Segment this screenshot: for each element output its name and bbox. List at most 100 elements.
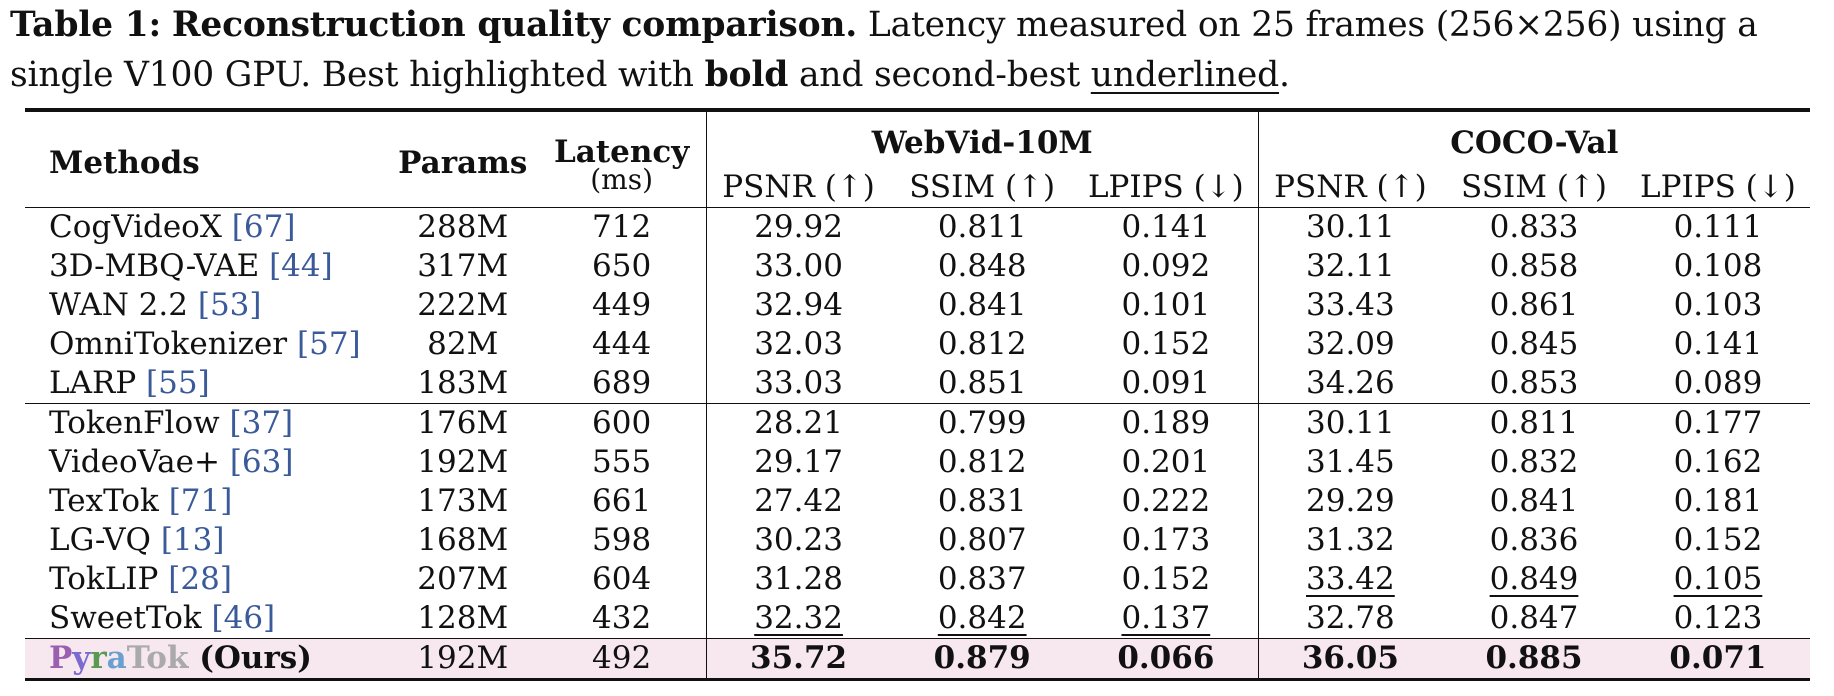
w-ssim-cell: 0.837 [937, 561, 1027, 597]
w-psnr-cell: 29.17 [705, 443, 891, 482]
caption-underlined-word: underlined [1090, 55, 1280, 95]
params-cell: 176M [388, 403, 538, 443]
c-ssim-cell: 0.811 [1442, 403, 1626, 443]
caption-text-2: and second-best [788, 55, 1091, 95]
second-best-value: 33.42 [1306, 561, 1395, 597]
c-psnr-cell: 33.42 [1257, 560, 1443, 599]
c-lpips-cell: 0.105 [1626, 560, 1810, 599]
header-w-ssim: SSIM (↑) [909, 169, 1056, 205]
header-w-psnr: PSNR (↑) [705, 168, 891, 208]
c-lpips-cell: 0.103 [1673, 287, 1763, 323]
method-cell: OmniTokenizer [57] [49, 326, 361, 362]
w-ssim-cell: 0.811 [937, 209, 1027, 245]
w-ssim-cell: 0.851 [937, 365, 1027, 401]
w-psnr-cell: 32.94 [705, 286, 891, 325]
latency-cell: 492 [537, 638, 707, 680]
c-ssim-cell: 0.836 [1489, 522, 1579, 558]
citation-link[interactable]: [46] [211, 600, 276, 636]
citation-link[interactable]: [67] [231, 209, 296, 245]
w-ssim-cell: 0.812 [937, 444, 1027, 480]
caption-text-3: . [1279, 55, 1290, 95]
logo-letter-r: r [90, 640, 107, 676]
w-psnr-cell: 31.28 [705, 560, 891, 599]
c-ssim-cell: 0.832 [1489, 444, 1579, 480]
method-cell: TokLIP [28] [49, 561, 232, 597]
method-cell: LG-VQ [13] [49, 522, 225, 558]
citation-link[interactable]: [44] [269, 248, 333, 284]
table-row: VideoVae+ [63] 192M 555 29.17 0.812 0.20… [25, 443, 1810, 482]
w-lpips-cell: 0.092 [1121, 248, 1211, 284]
c-lpips-cell: 0.111 [1673, 209, 1763, 245]
header-latency: Latency (ms) [537, 110, 706, 208]
second-best-value: 0.842 [937, 600, 1027, 636]
header-row-1: Methods Params Latency (ms) WebVid-10M C… [25, 110, 1810, 193]
table-row: OmniTokenizer [57] 82M 444 32.03 0.812 0… [25, 325, 1810, 364]
c-psnr-cell: 34.26 [1257, 364, 1443, 404]
table-row: CogVideoX [67] 288M 712 29.92 0.811 0.14… [25, 207, 1810, 247]
w-lpips-cell: 0.152 [1121, 561, 1211, 597]
latency-cell: 661 [592, 483, 652, 519]
latency-cell: 604 [592, 561, 652, 597]
header-group-coco: COCO-Val [1257, 110, 1810, 168]
c-ssim-cell: 0.833 [1489, 209, 1579, 245]
table-row: WAN 2.2 [53] 222M 449 32.94 0.841 0.101 … [25, 286, 1810, 325]
table-row-ours: PyraTok (Ours) 192M 492 35.72 0.879 0.06… [25, 638, 1810, 680]
second-best-value: 0.105 [1673, 561, 1763, 597]
w-lpips-cell: 0.091 [1121, 365, 1211, 401]
w-ssim-cell: 0.842 [890, 599, 1074, 639]
table-row: TexTok [71] 173M 661 27.42 0.831 0.222 2… [25, 482, 1810, 521]
c-psnr-cell: 30.11 [1257, 207, 1443, 247]
w-psnr-cell: 35.72 [705, 638, 891, 680]
w-lpips-cell: 0.066 [1074, 638, 1259, 680]
citation-link[interactable]: [55] [146, 365, 210, 401]
c-lpips-cell: 0.181 [1673, 483, 1763, 519]
second-best-value: 0.849 [1489, 561, 1579, 597]
citation-link[interactable]: [63] [229, 444, 294, 480]
latency-cell: 600 [537, 403, 707, 443]
method-cell: TokenFlow [37] [25, 403, 389, 443]
params-cell: 288M [417, 209, 509, 245]
citation-link[interactable]: [53] [197, 287, 262, 323]
header-c-ssim: SSIM (↑) [1461, 169, 1607, 205]
table-row: TokenFlow [37] 176M 600 28.21 0.799 0.18… [25, 403, 1810, 443]
header-c-lpips: LPIPS (↓) [1640, 169, 1796, 205]
c-psnr-cell: 32.78 [1257, 599, 1443, 639]
c-psnr-cell: 29.29 [1257, 482, 1443, 521]
c-psnr-cell: 32.09 [1257, 325, 1443, 364]
latency-cell: 432 [592, 600, 652, 636]
c-ssim-cell: 0.853 [1489, 365, 1579, 401]
citation-link[interactable]: [57] [297, 326, 361, 362]
second-best-value: 32.32 [754, 600, 843, 636]
logo-letter-a: a [106, 640, 127, 676]
c-ssim-cell: 0.847 [1489, 600, 1579, 636]
logo-letter-y: y [72, 640, 91, 676]
latency-cell: 650 [592, 248, 652, 284]
c-lpips-cell: 0.123 [1673, 600, 1763, 636]
table-row: 3D-MBQ-VAE [44] 317M 650 33.00 0.848 0.0… [25, 247, 1810, 286]
w-lpips-cell: 0.152 [1121, 326, 1211, 362]
c-ssim-cell: 0.845 [1489, 326, 1579, 362]
params-cell: 207M [417, 561, 509, 597]
params-cell: 168M [417, 522, 509, 558]
method-cell-ours: PyraTok (Ours) [25, 638, 389, 680]
header-methods: Methods [49, 144, 200, 181]
w-lpips-cell: 0.173 [1121, 522, 1211, 558]
latency-cell: 598 [592, 522, 652, 558]
w-psnr-cell: 29.92 [705, 207, 891, 247]
w-lpips-cell: 0.101 [1121, 287, 1211, 323]
header-group-webvid: WebVid-10M [705, 110, 1259, 168]
citation-link[interactable]: [28] [168, 561, 232, 597]
citation-link[interactable]: [13] [160, 522, 225, 558]
params-cell: 128M [417, 600, 509, 636]
params-cell: 82M [427, 326, 499, 362]
c-psnr-cell: 31.45 [1257, 443, 1443, 482]
method-cell: LARP [55] [49, 365, 210, 401]
citation-link[interactable]: [71] [168, 483, 233, 519]
latency-cell: 689 [592, 365, 652, 401]
logo-letter-p: P [49, 640, 73, 676]
citation-link[interactable]: [37] [229, 405, 294, 441]
w-psnr-cell: 32.32 [705, 599, 891, 639]
w-ssim-cell: 0.841 [937, 287, 1027, 323]
method-cell: VideoVae+ [63] [49, 444, 294, 480]
header-w-lpips: LPIPS (↓) [1087, 169, 1244, 205]
